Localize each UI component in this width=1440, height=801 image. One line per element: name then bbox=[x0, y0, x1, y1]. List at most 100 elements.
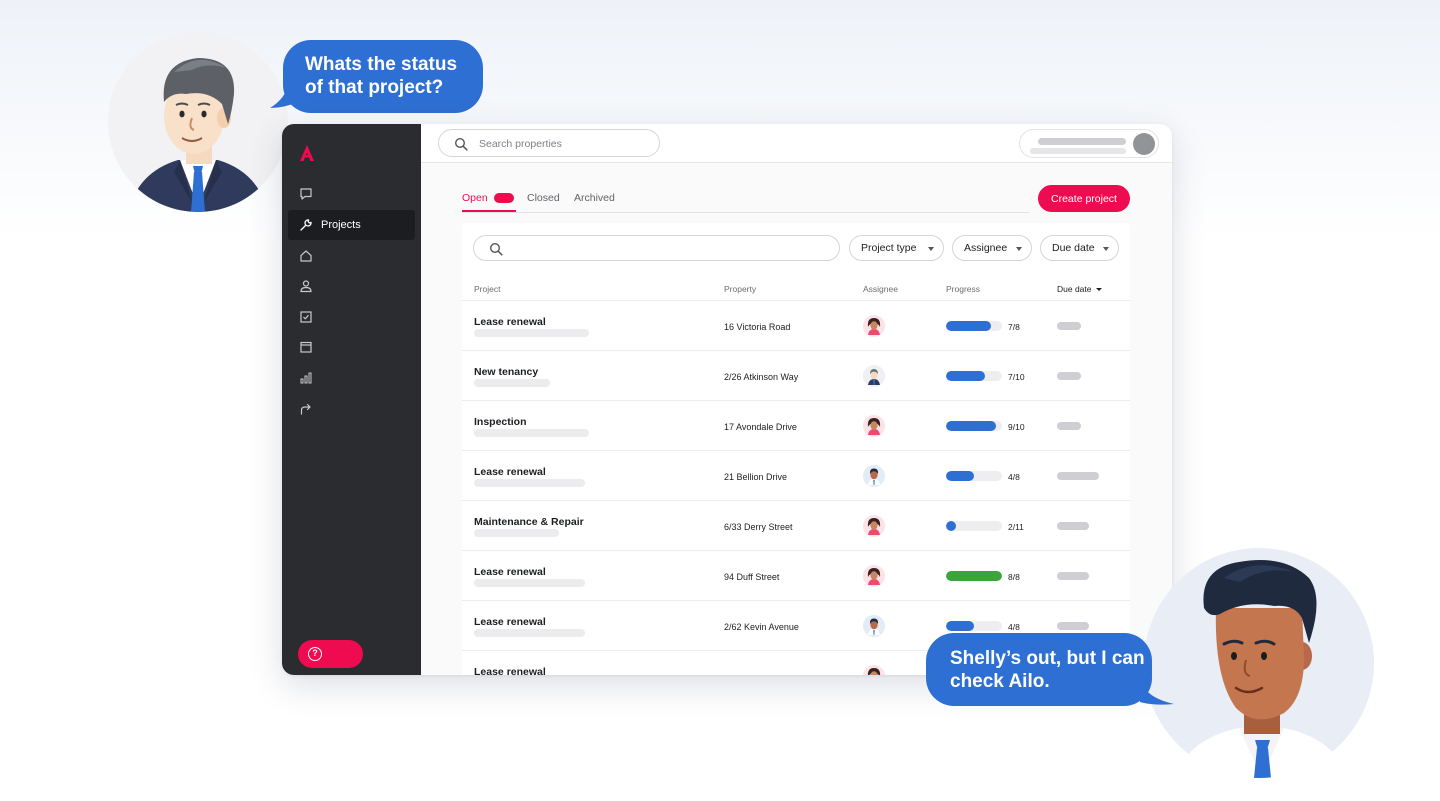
progress-count: 9/10 bbox=[1008, 422, 1025, 432]
due-date-placeholder bbox=[1057, 572, 1089, 580]
table-row[interactable]: Lease renewal 2/62 Kevin Avenue 4/8 bbox=[462, 601, 1130, 651]
column-label: Due date bbox=[1057, 284, 1092, 294]
project-title: New tenancy bbox=[474, 366, 539, 378]
checklist-icon[interactable] bbox=[299, 310, 313, 324]
user-avatar bbox=[1133, 133, 1155, 155]
column-header-project[interactable]: Project bbox=[474, 284, 501, 294]
chevron-down-icon bbox=[1103, 247, 1109, 251]
project-type-filter[interactable]: Project type bbox=[849, 235, 944, 261]
tab-archived[interactable]: Archived bbox=[574, 192, 615, 204]
table-row[interactable]: Inspection 17 Avondale Drive 9/10 bbox=[462, 401, 1130, 451]
progress-fill bbox=[946, 471, 974, 481]
search-properties-input[interactable]: Search properties bbox=[438, 129, 660, 157]
agent-speech-bubble: Shelly’s out, but I can check Ailo. bbox=[926, 633, 1152, 706]
chat-icon[interactable] bbox=[299, 187, 313, 201]
progress-count: 8/8 bbox=[1008, 572, 1020, 582]
table-header: Project Property Assignee Progress Due d… bbox=[462, 282, 1130, 301]
property-address: 2/62 Kevin Avenue bbox=[724, 622, 799, 632]
property-address: 21 Bellion Drive bbox=[724, 472, 788, 482]
assignee-avatar[interactable] bbox=[863, 365, 885, 387]
person-icon[interactable] bbox=[299, 279, 313, 293]
project-title: Lease renewal bbox=[474, 666, 546, 675]
progress-bar bbox=[946, 421, 1002, 431]
assignee-avatar[interactable] bbox=[863, 615, 885, 637]
property-address: 16 Victoria Road bbox=[724, 322, 791, 332]
assignee-avatar[interactable] bbox=[863, 315, 885, 337]
speech-line: of that project? bbox=[305, 77, 444, 98]
progress-fill bbox=[946, 521, 957, 531]
help-button[interactable]: ? bbox=[298, 640, 363, 668]
assignee-filter[interactable]: Assignee bbox=[952, 235, 1032, 261]
app-window: Projects ? bbox=[282, 124, 1172, 675]
table-row[interactable]: Maintenance & Repair 6/33 Derry Street 2/1… bbox=[462, 501, 1130, 551]
progress-fill bbox=[946, 621, 974, 631]
progress-count: 7/8 bbox=[1008, 322, 1020, 332]
progress-fill bbox=[946, 321, 991, 331]
sidebar-item-projects[interactable]: Projects bbox=[288, 210, 415, 240]
search-placeholder: Search properties bbox=[479, 138, 562, 150]
ailo-logo bbox=[300, 145, 314, 161]
assignee-avatar[interactable] bbox=[863, 465, 885, 487]
column-header-property[interactable]: Property bbox=[724, 284, 757, 294]
filter-label: Assignee bbox=[964, 242, 1008, 254]
progress-fill bbox=[946, 571, 1002, 581]
table-row[interactable]: New tenancy 2/26 Atkinson Way 7/10 bbox=[462, 351, 1130, 401]
progress-bar bbox=[946, 471, 1002, 481]
table-row[interactable]: Lease renewal bbox=[462, 651, 1130, 675]
open-count-badge bbox=[494, 193, 514, 203]
manager-speech-bubble: Whats the status of that project? bbox=[283, 40, 483, 113]
property-address: 6/33 Derry Street bbox=[724, 522, 793, 532]
project-search-input[interactable] bbox=[473, 235, 840, 261]
sidebar: Projects ? bbox=[282, 124, 421, 675]
inbox-icon[interactable] bbox=[299, 340, 313, 354]
table-row[interactable]: Lease renewal 16 Victoria Road 7/8 bbox=[462, 301, 1130, 351]
column-header-assignee[interactable]: Assignee bbox=[863, 284, 898, 294]
share-icon[interactable] bbox=[299, 402, 313, 416]
agent-avatar bbox=[1144, 548, 1374, 778]
tab-closed[interactable]: Closed bbox=[527, 192, 560, 204]
help-icon: ? bbox=[308, 647, 322, 661]
table-row[interactable]: Lease renewal 94 Duff Street 8/8 bbox=[462, 551, 1130, 601]
project-subtitle-placeholder bbox=[474, 529, 559, 537]
assignee-avatar[interactable] bbox=[863, 665, 885, 675]
progress-bar bbox=[946, 371, 1002, 381]
speech-line: Shelly’s out, but I can bbox=[950, 648, 1145, 669]
project-title: Maintenance & Repair bbox=[474, 516, 584, 528]
assignee-avatar[interactable] bbox=[863, 415, 885, 437]
progress-bar bbox=[946, 321, 1002, 331]
project-status-tabs: Open Closed Archived bbox=[462, 192, 1029, 213]
column-header-progress[interactable]: Progress bbox=[946, 284, 981, 294]
speech-line: check Ailo. bbox=[950, 671, 1050, 692]
column-header-due-date[interactable]: Due date bbox=[1057, 284, 1102, 294]
due-date-placeholder bbox=[1057, 372, 1081, 380]
progress-fill bbox=[946, 421, 997, 431]
progress-fill bbox=[946, 371, 986, 381]
user-menu[interactable] bbox=[1019, 129, 1159, 158]
tab-open[interactable]: Open bbox=[462, 192, 488, 204]
property-address: 2/26 Atkinson Way bbox=[724, 372, 799, 382]
project-title: Inspection bbox=[474, 416, 527, 428]
project-subtitle-placeholder bbox=[474, 629, 585, 637]
speech-tail bbox=[270, 84, 298, 108]
speech-line: Whats the status bbox=[305, 54, 458, 75]
bar-chart-icon[interactable] bbox=[299, 371, 313, 385]
assignee-avatar[interactable] bbox=[863, 515, 885, 537]
project-subtitle-placeholder bbox=[474, 579, 585, 587]
sort-desc-icon bbox=[1095, 288, 1102, 291]
create-project-button[interactable]: Create project bbox=[1038, 185, 1130, 212]
projects-table-card: Project type Assignee Due date Project P… bbox=[462, 223, 1130, 675]
filter-label: Due date bbox=[1052, 242, 1095, 254]
due-date-placeholder bbox=[1057, 422, 1081, 430]
search-icon bbox=[454, 137, 468, 151]
table-row[interactable]: Lease renewal 21 Bellion Drive 4/8 bbox=[462, 451, 1130, 501]
search-icon bbox=[489, 242, 503, 256]
project-subtitle-placeholder bbox=[474, 329, 589, 337]
home-icon[interactable] bbox=[299, 249, 313, 263]
due-date-filter[interactable]: Due date bbox=[1040, 235, 1119, 261]
chevron-down-icon bbox=[1016, 247, 1022, 251]
manager-avatar bbox=[108, 32, 288, 212]
assignee-avatar[interactable] bbox=[863, 565, 885, 587]
sidebar-item-label: Projects bbox=[321, 219, 361, 231]
progress-count: 4/8 bbox=[1008, 472, 1020, 482]
project-title: Lease renewal bbox=[474, 616, 546, 628]
